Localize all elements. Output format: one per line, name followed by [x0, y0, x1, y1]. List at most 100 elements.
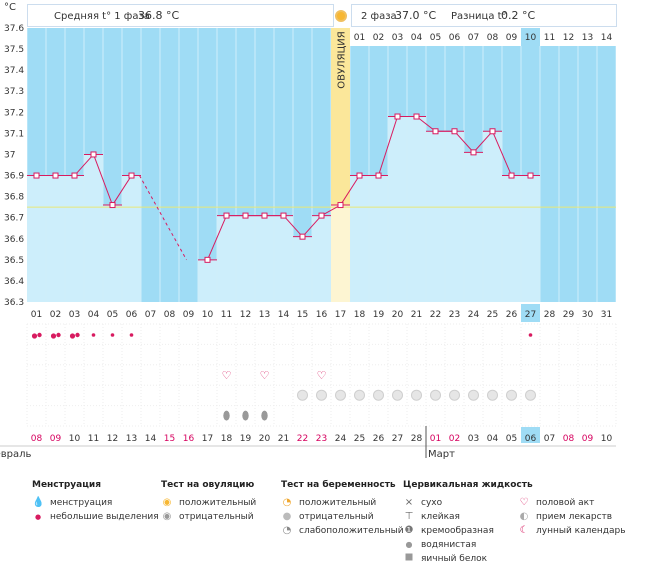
egg-white-icon: ⯀ [405, 553, 413, 564]
date-label: 10 [69, 434, 81, 444]
data-point [223, 212, 230, 219]
y-tick-label: 36.8 [4, 193, 24, 203]
data-point [508, 172, 515, 179]
data-point [432, 128, 439, 135]
spotting-icon [528, 333, 533, 337]
temperature-bar [521, 175, 540, 302]
temperature-bar [198, 259, 217, 302]
cycle-day-label: 20 [392, 310, 404, 320]
legend-item: ● небольшие выделения [32, 510, 159, 524]
date-label: 17 [202, 434, 213, 444]
cycle-day-label: 25 [487, 310, 498, 320]
data-point [128, 172, 135, 179]
ovulation-sun-icon [335, 10, 347, 22]
series-line [283, 215, 303, 237]
data-point [375, 172, 382, 179]
legend-item: ◉ отрицательный [162, 511, 254, 522]
legend-ovulation-title: Тест на овуляцию [161, 480, 255, 490]
cycle-day-label: 13 [259, 310, 270, 320]
data-point [451, 128, 458, 135]
date-label: 28 [411, 434, 423, 444]
intercourse-heart-icon: ♡ [519, 497, 529, 508]
y-tick-label: 36.9 [4, 172, 24, 182]
legend-item: ● водянистая [403, 538, 533, 552]
y-tick-label: 37 [4, 150, 15, 160]
spotting-icon [129, 333, 134, 337]
legend-menstruation-title: Менструация [32, 480, 101, 490]
spotting-icon [110, 333, 115, 337]
luteal-day-label: 09 [506, 33, 518, 43]
cycle-day-label: 17 [335, 310, 346, 320]
legend-item: ◔ положительный [282, 497, 377, 508]
y-tick-label: 36.4 [4, 277, 24, 287]
medication-icon [392, 389, 403, 401]
temperature-bar [502, 175, 521, 302]
date-label: 20 [259, 434, 271, 444]
y-unit-label: °C [4, 2, 16, 13]
medication-icon [525, 389, 536, 401]
negative-pregnancy-icon: ● [282, 511, 292, 522]
date-label: 14 [145, 434, 157, 444]
date-label: 02 [449, 434, 460, 444]
date-label: 27 [392, 434, 403, 444]
temperature-bar [426, 131, 445, 302]
temperature-bar [388, 116, 407, 303]
egg-white-icon [261, 410, 268, 421]
data-point [356, 172, 363, 179]
date-label: 07 [544, 434, 555, 444]
date-label: 08 [563, 434, 575, 444]
data-point [489, 128, 496, 135]
temperature-bar [65, 175, 84, 302]
y-tick-label: 37.4 [4, 66, 24, 76]
dry-icon: × [404, 497, 414, 508]
temperature-bar [84, 154, 103, 302]
luteal-day-label: 13 [582, 33, 593, 43]
date-label: 09 [582, 434, 594, 444]
medication-icon [297, 389, 308, 401]
cycle-day-label: 18 [354, 310, 366, 320]
temperature-bar [217, 215, 236, 302]
legend-item: ⯀ яичный белок [405, 553, 488, 564]
cycle-day-label: 30 [582, 310, 594, 320]
cycle-day-label: 31 [601, 310, 612, 320]
cycle-day-label: 12 [240, 310, 251, 320]
cycle-day-label: 02 [50, 310, 61, 320]
luteal-day-label: 04 [411, 33, 423, 43]
data-point [33, 172, 40, 179]
watery-icon: ● [405, 540, 413, 549]
cycle-day-label: 07 [145, 310, 156, 320]
temperature-bar [445, 131, 464, 302]
phase2-box [351, 4, 617, 27]
legend-item: ● отрицательный [282, 511, 374, 522]
ovulation-label: ОВУЛЯЦИЯ [337, 31, 348, 89]
legend-pregnancy-test: Тест на беременность ◔ положительный ● отр… [281, 480, 404, 538]
weak-positive-pregnancy-icon: ◔ [282, 525, 292, 536]
medication-icon [506, 389, 517, 401]
series-line [93, 154, 113, 206]
legend-item: ⊤ клейкая [404, 511, 460, 522]
data-point [299, 233, 306, 240]
temperature-bar [274, 215, 293, 302]
ovulation-bar [331, 205, 350, 302]
data-point [470, 149, 477, 156]
luteal-day-label: 01 [354, 33, 365, 43]
menstruation-icon [31, 333, 38, 339]
menstruation-icon [75, 332, 80, 338]
sticky-icon: ⊤ [404, 511, 414, 522]
cycle-day-label: 24 [468, 310, 480, 320]
positive-pregnancy-icon: ◔ [282, 497, 292, 508]
date-label: 26 [373, 434, 385, 444]
data-point [337, 202, 344, 209]
data-point [261, 212, 268, 219]
luteal-day-label: 03 [392, 33, 403, 43]
temperature-bar [27, 175, 46, 302]
legend-item: ☾ лунный календарь [519, 525, 626, 536]
date-label: 11 [88, 434, 99, 444]
date-label: 23 [316, 434, 327, 444]
cycle-day-label: 04 [88, 310, 100, 320]
menstruation-drops-icon: 💧 [32, 497, 45, 508]
cycle-day-highlight [521, 304, 540, 322]
medication-pill-icon: ◐ [519, 511, 529, 522]
date-label: 13 [126, 434, 137, 444]
series-line [207, 215, 227, 261]
